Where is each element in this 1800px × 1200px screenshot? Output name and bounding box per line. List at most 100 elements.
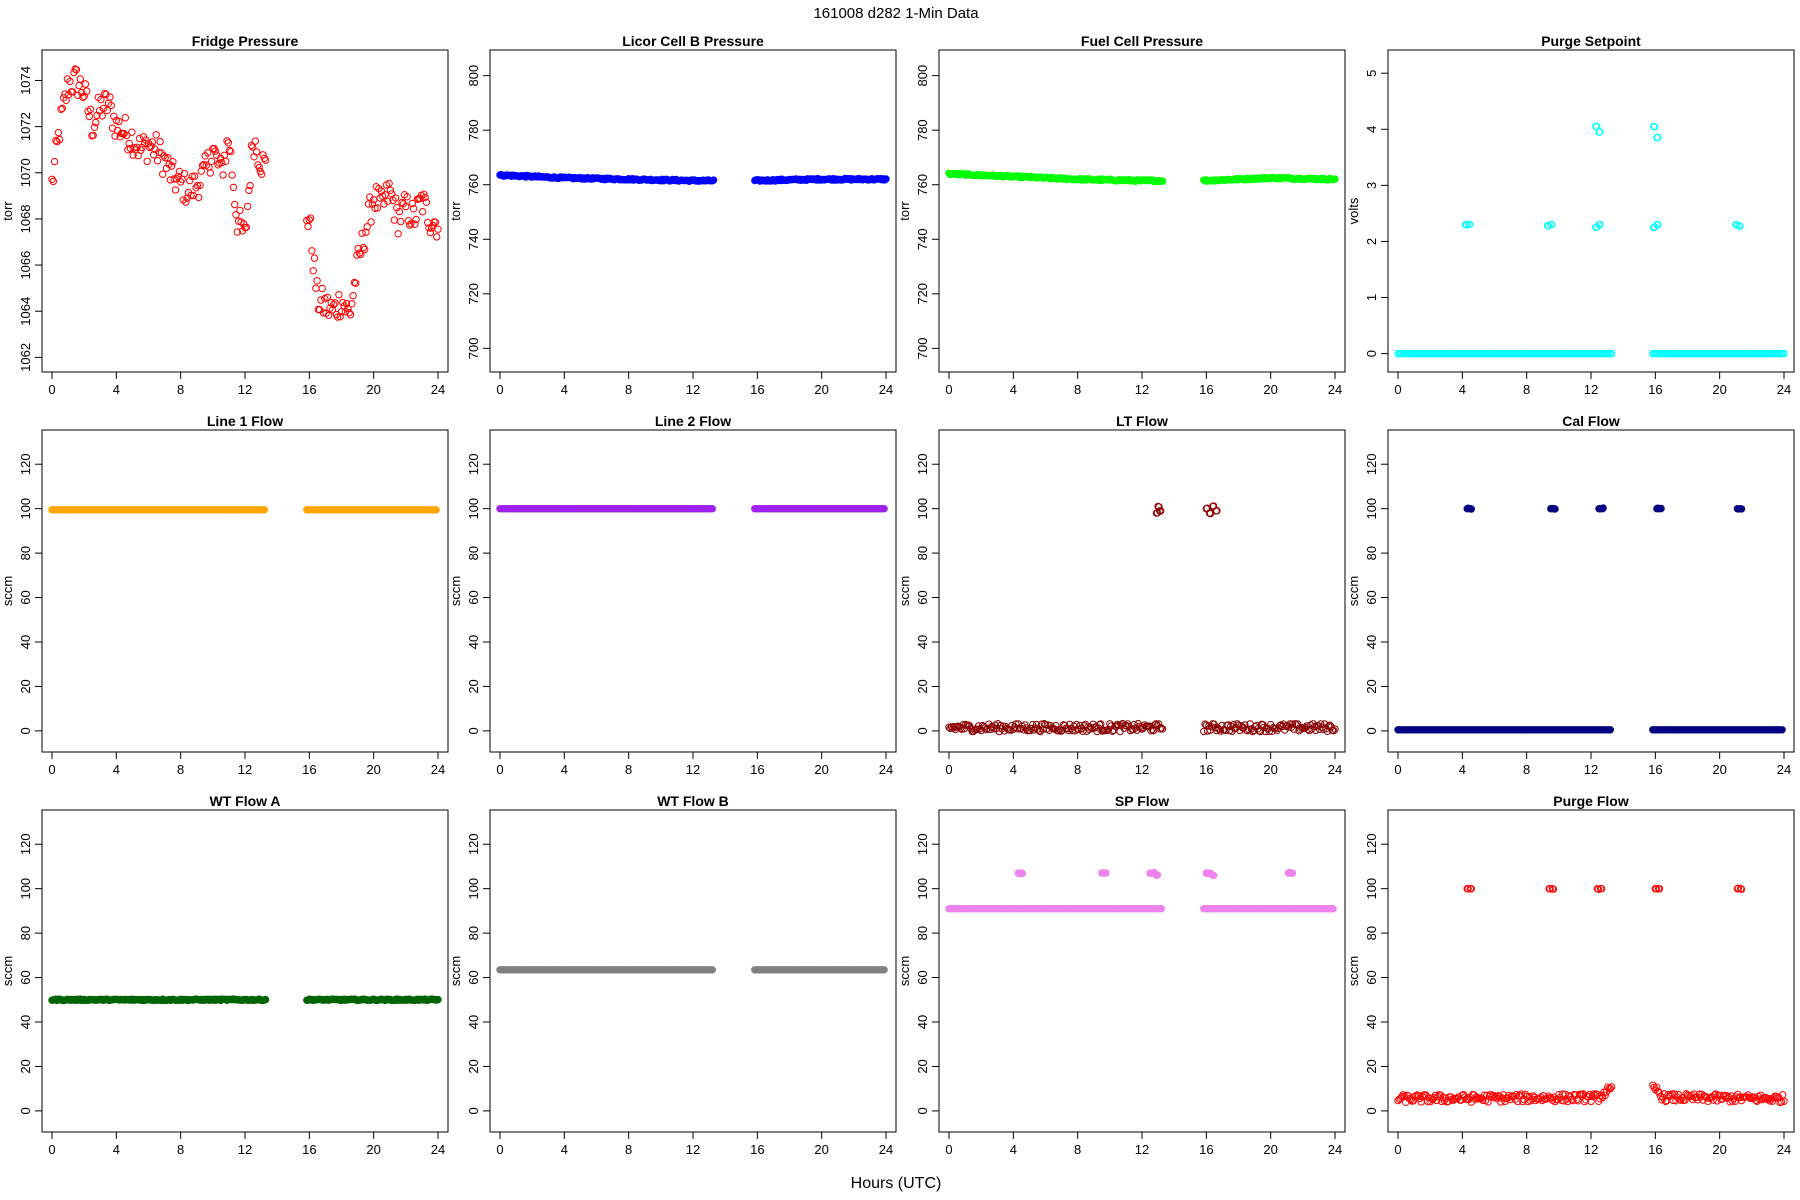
x-tick-label: 12 [238, 382, 252, 397]
y-tick-label: 40 [18, 635, 33, 649]
data-points [1394, 504, 1786, 734]
data-point [99, 104, 108, 113]
y-tick-label: 100 [466, 498, 481, 520]
data-point [79, 93, 87, 102]
y-tick-label: 120 [915, 453, 930, 475]
y-tick-label: 720 [466, 283, 481, 305]
data-point [1156, 725, 1164, 733]
x-tick-label: 0 [48, 1142, 55, 1157]
data-point [50, 157, 59, 166]
data-point [403, 193, 411, 201]
y-tick-label: 60 [466, 590, 481, 604]
data-point [1394, 1096, 1402, 1105]
panel-0: Fridge Pressure torr 0 4 8 12 16 20 24 1062 1064 10… [0, 33, 449, 397]
data-point [1519, 1097, 1527, 1106]
x-tick-label: 16 [1648, 762, 1662, 777]
x-tick-label: 4 [113, 1142, 120, 1157]
x-tick-label: 20 [1263, 1142, 1277, 1157]
panel-2: Fuel Cell Pressure torr 0 4 8 12 16 20 24 700 720 7… [897, 33, 1346, 397]
data-point [361, 245, 369, 254]
data-point [68, 88, 77, 96]
y-tick-label: 20 [1364, 1059, 1379, 1073]
y-tick-label: 80 [915, 926, 930, 940]
data-point [708, 505, 716, 513]
data-point [191, 172, 199, 180]
data-point [81, 80, 90, 88]
x-tick-label: 4 [561, 382, 568, 397]
y-tick-label: 100 [1364, 878, 1379, 900]
y-tick-label: 20 [18, 1059, 33, 1073]
data-point [243, 202, 252, 211]
data-point [363, 223, 371, 231]
data-point [229, 183, 238, 192]
x-tick-label: 0 [1394, 382, 1401, 397]
data-point [1462, 221, 1471, 229]
data-point [252, 148, 261, 156]
data-point [973, 725, 981, 733]
data-point [422, 198, 431, 206]
data-point [1589, 1090, 1598, 1098]
y-tick-label: 100 [915, 498, 930, 520]
y-tick-label: 4 [1364, 126, 1379, 133]
y-tick-label: 100 [466, 878, 481, 900]
y-tick-label: 0 [18, 727, 33, 734]
y-tick-label: 100 [1364, 498, 1379, 520]
data-point [89, 131, 97, 140]
y-axis-label: sccm [897, 956, 912, 986]
data-point [408, 199, 416, 208]
data-point [1737, 885, 1746, 893]
y-tick-label: 1068 [18, 204, 33, 233]
data-points [1394, 122, 1788, 358]
y-tick-label: 120 [1364, 833, 1379, 855]
data-point [1657, 504, 1665, 513]
data-point [206, 169, 215, 177]
data-point [1012, 720, 1020, 728]
y-tick-label: 40 [1364, 635, 1379, 649]
data-point [346, 311, 355, 319]
data-point [1672, 1097, 1680, 1105]
data-point [1479, 1096, 1487, 1105]
x-tick-label: 0 [945, 382, 952, 397]
y-axis-label: sccm [0, 956, 15, 986]
y-tick-label: 80 [466, 926, 481, 940]
data-point [386, 186, 395, 195]
y-tick-label: 0 [466, 1107, 481, 1114]
x-tick-label: 20 [1263, 762, 1277, 777]
figure-xlabel: Hours (UTC) [851, 1175, 942, 1192]
data-point [1652, 885, 1661, 893]
panel-8: WT Flow A sccm 0 4 8 12 16 20 24 0 20 40 60 80 100 120 [0, 793, 449, 1157]
data-point [391, 194, 400, 202]
data-point [1466, 220, 1474, 229]
panel-11: Purge Flow sccm 0 4 8 12 16 20 24 0 20 40 60 80 100 120 [1346, 793, 1795, 1157]
x-tick-label: 16 [1648, 382, 1662, 397]
data-point [367, 218, 375, 226]
panel-6: LT Flow sccm 0 4 8 12 16 20 24 0 20 40 60 80 100 120 [897, 413, 1346, 777]
x-tick-label: 20 [814, 762, 828, 777]
panel-frame [41, 809, 449, 1133]
data-point [1201, 720, 1209, 728]
data-point [1596, 220, 1604, 229]
x-tick-label: 8 [625, 762, 632, 777]
data-point [140, 139, 149, 148]
data-point [398, 198, 406, 207]
data-point [1331, 175, 1339, 183]
x-tick-label: 12 [1584, 1142, 1598, 1157]
data-points [496, 170, 890, 186]
y-tick-label: 120 [466, 833, 481, 855]
data-point [92, 118, 100, 127]
data-point [880, 966, 888, 974]
data-point [175, 167, 184, 176]
data-point [255, 163, 263, 172]
data-point [107, 101, 115, 110]
data-point [71, 65, 79, 73]
data-point [1685, 1092, 1693, 1100]
data-point [98, 112, 106, 120]
data-point [1158, 177, 1167, 186]
data-point [344, 304, 352, 313]
panel-frame [489, 429, 897, 753]
data-point [52, 136, 60, 145]
data-point [1035, 727, 1043, 735]
data-point [90, 123, 99, 132]
y-tick-label: 80 [915, 546, 930, 560]
data-point [1655, 1089, 1663, 1097]
